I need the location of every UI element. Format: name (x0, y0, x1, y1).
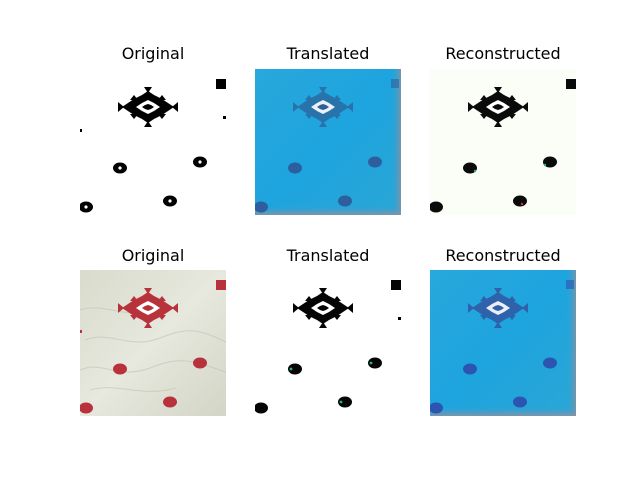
panel-translated-bw (255, 270, 401, 416)
panel-reconstructed-bw (430, 69, 576, 215)
panel-title-original-2: Original (121, 246, 185, 265)
panel-title-translated-2: Translated (286, 246, 370, 265)
panel-title-reconstructed-2: Reconstructed (445, 246, 561, 265)
panel-title-translated-1: Translated (286, 44, 370, 63)
panel-translated-blue (255, 69, 401, 215)
panel-title-original-1: Original (121, 44, 185, 63)
panel-original-bw (80, 69, 226, 215)
panel-original-fabric (80, 270, 226, 416)
panel-title-reconstructed-1: Reconstructed (445, 44, 561, 63)
panel-reconstructed-blue (430, 270, 576, 416)
